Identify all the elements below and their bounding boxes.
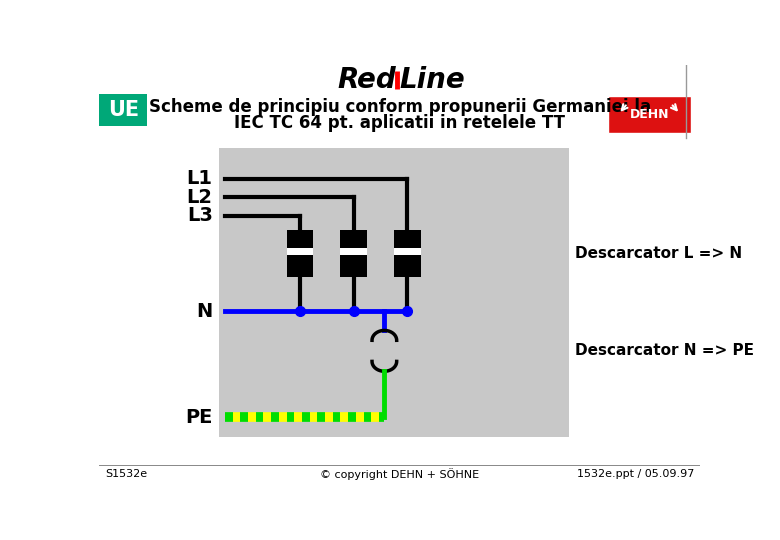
Bar bbox=[340, 248, 367, 255]
Text: DEHN: DEHN bbox=[629, 107, 669, 120]
Text: S1532e: S1532e bbox=[105, 469, 147, 478]
Text: L3: L3 bbox=[186, 206, 213, 225]
Bar bbox=[286, 231, 313, 248]
Bar bbox=[395, 248, 420, 255]
Text: Red: Red bbox=[337, 66, 396, 94]
Text: 1532e.ppt / 05.09.97: 1532e.ppt / 05.09.97 bbox=[576, 469, 694, 478]
Text: L2: L2 bbox=[186, 188, 213, 207]
Text: Descarcator L => N: Descarcator L => N bbox=[576, 246, 743, 261]
Text: © copyright DEHN + SÖHNE: © copyright DEHN + SÖHNE bbox=[320, 468, 480, 480]
Bar bbox=[286, 248, 313, 255]
Text: PE: PE bbox=[186, 408, 213, 427]
Text: IEC TC 64 pt. aplicatii in retelele TT: IEC TC 64 pt. aplicatii in retelele TT bbox=[234, 114, 566, 132]
Text: Descarcator N => PE: Descarcator N => PE bbox=[576, 343, 754, 359]
Text: L1: L1 bbox=[186, 169, 213, 188]
Text: UE: UE bbox=[108, 100, 139, 120]
Bar bbox=[395, 231, 420, 248]
Text: N: N bbox=[197, 302, 213, 321]
Bar bbox=[219, 148, 569, 437]
Bar bbox=[286, 255, 313, 276]
Text: Line: Line bbox=[399, 66, 466, 94]
Bar bbox=[99, 94, 147, 126]
Text: Scheme de principiu conform propunerii Germaniei la: Scheme de principiu conform propunerii G… bbox=[149, 98, 651, 116]
Bar bbox=[340, 231, 367, 248]
Bar bbox=[340, 255, 367, 276]
Bar bbox=[608, 96, 691, 132]
Bar bbox=[395, 255, 420, 276]
